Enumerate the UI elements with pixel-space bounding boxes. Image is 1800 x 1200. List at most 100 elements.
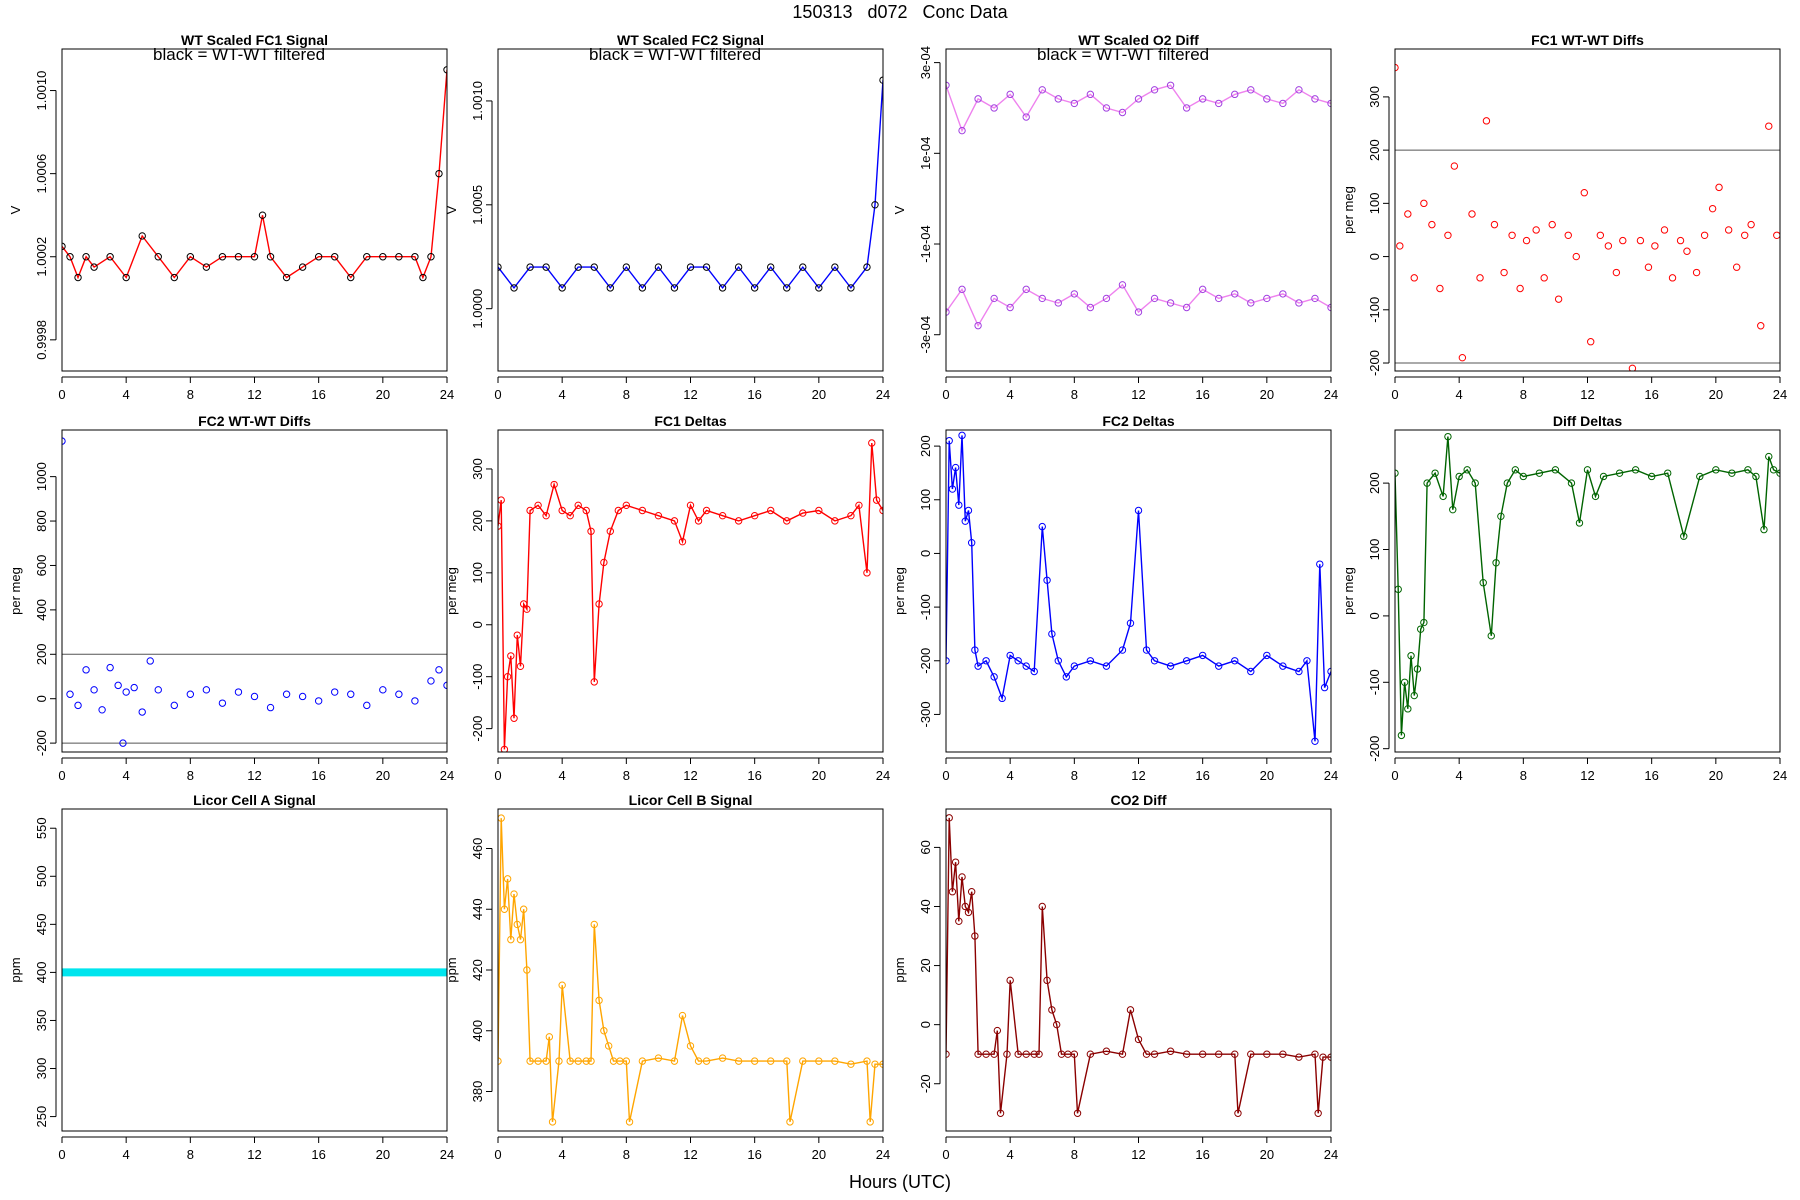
data-point [606, 284, 614, 292]
data-point [863, 1057, 871, 1065]
data-point [395, 690, 403, 698]
plot-frame [497, 48, 884, 372]
panel-wt-o2diff: 0 4 8 12 16 20 24 -3e-04 -1e-04 1e-04 3e-04 V WT Sca… [892, 32, 1338, 402]
data-point [1073, 1109, 1082, 1117]
y-tick-label: 200 [918, 435, 933, 457]
data-point [1247, 299, 1255, 307]
x-tick-label: 8 [187, 1147, 194, 1162]
x-tick-label: 24 [1324, 387, 1338, 402]
data-point [1070, 99, 1079, 108]
data-point [587, 527, 595, 535]
x-tick-label: 16 [311, 1147, 325, 1162]
x-tick-label: 12 [1131, 768, 1145, 783]
data-point [1070, 290, 1079, 298]
data-point [1279, 290, 1287, 298]
data-point [1014, 1050, 1022, 1058]
y-tick-label: 0 [34, 695, 49, 702]
x-tick-label: 20 [1709, 768, 1723, 783]
data-point [638, 284, 647, 292]
data-point [1150, 657, 1159, 665]
data-point [1102, 1047, 1111, 1055]
data-point [516, 662, 525, 671]
panel-annotation: black = WT-WT filtered [1037, 45, 1209, 64]
data-point [1102, 104, 1111, 112]
data-point [868, 439, 876, 447]
panel-title: FC2 WT-WT Diffs [198, 413, 311, 429]
plot-area-fc2-deltas [946, 431, 1331, 745]
y-tick-label: 0 [1367, 253, 1382, 260]
data-point [347, 690, 355, 698]
data-point [1765, 122, 1773, 130]
x-tick-label: 4 [123, 1147, 130, 1162]
data-point [990, 294, 998, 303]
data-point [702, 506, 711, 515]
data-point [971, 932, 979, 940]
data-point [1263, 1050, 1271, 1058]
data-point [1741, 231, 1749, 239]
data-point [1444, 231, 1452, 239]
data-point [996, 1109, 1005, 1117]
data-point [526, 1057, 534, 1065]
data-point [66, 253, 74, 261]
data-point [1215, 662, 1223, 670]
y-tick-label: -100 [470, 664, 485, 690]
data-point [1327, 99, 1331, 108]
y-tick-label: 300 [470, 458, 485, 480]
y-tick-label: 300 [34, 1058, 49, 1080]
data-point [1086, 657, 1095, 665]
x-tick-label: 16 [1195, 768, 1209, 783]
data-point [961, 902, 969, 911]
data-point [600, 558, 608, 567]
data-point [114, 681, 122, 690]
data-point [948, 485, 957, 493]
data-point [783, 1057, 791, 1065]
data-point [1492, 559, 1500, 567]
data-point [523, 966, 531, 974]
data-point [638, 1057, 647, 1065]
data-point [62, 437, 66, 445]
data-point [1664, 469, 1672, 477]
x-tick-label: 16 [1644, 768, 1658, 783]
data-point [1043, 576, 1051, 584]
plot-frame [945, 429, 1332, 753]
data-point [990, 104, 998, 112]
y-tick-label: 100 [1367, 539, 1382, 561]
data-point [678, 1011, 687, 1020]
data-point [1006, 976, 1014, 985]
plot-area-wt-fc1 [62, 66, 447, 282]
x-tick-label: 4 [559, 1147, 566, 1162]
data-point [1397, 731, 1406, 740]
data-point [98, 706, 106, 714]
data-point [595, 996, 603, 1005]
data-point [1420, 618, 1428, 627]
y-tick-label: 100 [918, 489, 933, 511]
panel-fc2-wtwt: 0 4 8 12 16 20 24 -200 0 200 400 600 800 1000 per meg F… [8, 413, 454, 783]
x-tick-label: 24 [876, 768, 890, 783]
data-point [1319, 1053, 1327, 1061]
y-tick-label: 200 [34, 643, 49, 665]
x-tick-label: 0 [58, 387, 65, 402]
data-point [1572, 252, 1580, 261]
panel-title: Licor Cell B Signal [629, 792, 753, 808]
y-tick-label: 500 [34, 865, 49, 887]
data-point [1752, 472, 1760, 481]
x-tick-label: 20 [376, 387, 390, 402]
y-tick-label: 600 [34, 555, 49, 577]
data-point [1564, 231, 1572, 239]
panel-title: FC1 Deltas [654, 413, 727, 429]
data-point [1022, 285, 1030, 294]
data-point [1463, 466, 1471, 474]
data-point [1660, 226, 1669, 234]
data-point [1126, 1006, 1135, 1014]
data-point [1413, 665, 1422, 673]
plot-frame [945, 48, 1332, 372]
data-point [146, 657, 154, 665]
data-point [1070, 1050, 1079, 1058]
y-axis-label: ppm [8, 957, 23, 982]
data-point [1263, 95, 1271, 103]
x-tick-label: 24 [1324, 768, 1338, 783]
data-point [510, 714, 518, 722]
panel-fc2-deltas: 0 4 8 12 16 20 24 -300 -200 -100 0 100 200 per meg FC2… [892, 413, 1338, 783]
data-point [1311, 737, 1319, 745]
